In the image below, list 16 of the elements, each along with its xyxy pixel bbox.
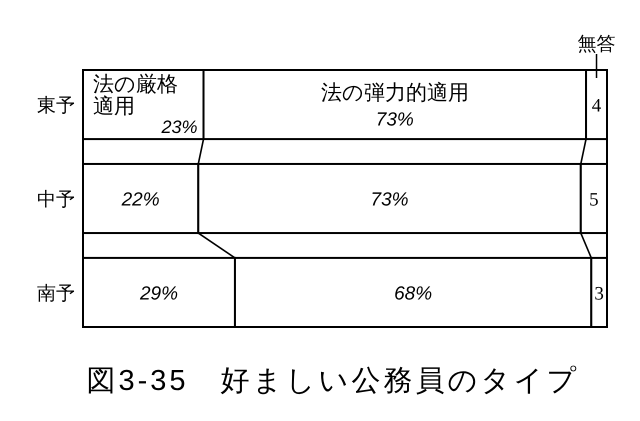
y-tick-label: 中予 [37, 190, 75, 210]
y-tick-label: 東予 [37, 96, 75, 117]
data-label: 3 [594, 283, 604, 304]
data-label: 29% [138, 283, 178, 304]
data-label: 22% [120, 190, 160, 210]
series-label: 無答 [578, 34, 616, 55]
data-label: 5 [589, 190, 599, 210]
y-tick-label: 南予 [37, 283, 75, 304]
data-label: 68% [394, 283, 432, 304]
data-label: 23% [160, 117, 198, 138]
series-label: 法の弾力的適用 [320, 80, 469, 104]
text: 図3-35 好ましい公務員のタイプ [86, 365, 580, 397]
data-label: 4 [592, 96, 602, 117]
data-label: 73% [370, 190, 409, 210]
data-label: 73% [376, 109, 414, 130]
series-label: 法の厳格適用 [93, 72, 178, 118]
